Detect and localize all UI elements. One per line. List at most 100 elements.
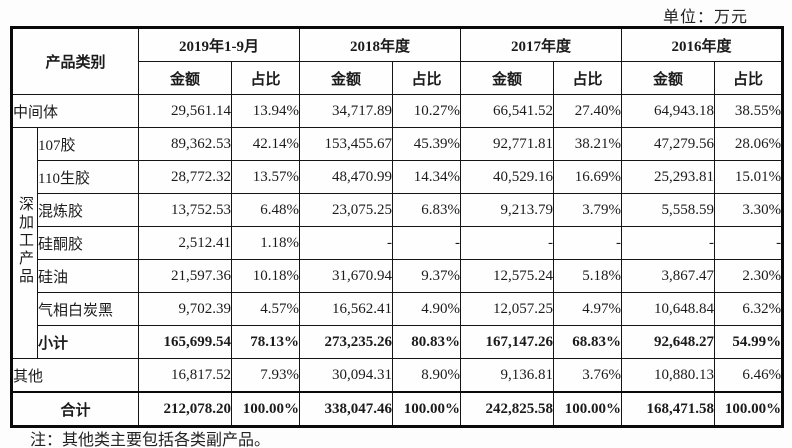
amount-cell: 10,648.84 (621, 292, 716, 326)
table-row: 硅油 21,597.36 10.18% 31,670.94 9.37% 12,575.24… (12, 259, 784, 293)
period-header-row: 产品类别 2019年1-9月 2018年度 2017年度 2016年度 (10, 27, 784, 95)
ratio-cell: 8.90% (392, 358, 462, 393)
ratio-cell: 13.94% (231, 94, 301, 128)
amount-cell: 89,362.53 (138, 127, 233, 161)
ratio-header-cell: 占比 (392, 61, 462, 95)
row-label: 混炼胶 (36, 193, 140, 227)
amount-header-cell: 金额 (138, 61, 233, 95)
row-label: 小计 (36, 325, 140, 359)
table-row: 深加工产品 107胶 89,362.53 42.14% 153,455.67 45.39%… (11, 127, 784, 359)
amount-cell: 2,512.41 (138, 226, 233, 260)
ratio-cell: 5.18% (553, 259, 623, 293)
amount-cell: 10,880.13 (621, 358, 716, 393)
period-header-cell: 2017年度 (460, 27, 623, 62)
row-label: 107胶 (36, 127, 140, 161)
amount-cell: 242,825.58 (460, 391, 555, 427)
group-label-cell: 深加工产品 (11, 127, 38, 359)
amount-cell: 47,279.56 (621, 127, 716, 161)
table-row: 硅酮胶 2,512.41 1.18% - - - - - - (12, 226, 784, 260)
amount-cell: 9,213.79 (460, 193, 555, 227)
amount-cell: 212,078.20 (138, 391, 233, 427)
ratio-cell: 3.79% (553, 193, 623, 227)
amount-cell: 12,575.24 (460, 259, 555, 293)
ratio-cell: 68.83% (553, 325, 623, 359)
amount-cell: 9,702.39 (138, 292, 233, 326)
amount-cell: 3,867.47 (621, 259, 716, 293)
period-header-cell: 2019年1-9月 (138, 27, 301, 62)
amount-cell: 12,057.25 (460, 292, 555, 326)
amount-cell: 5,558.59 (621, 193, 716, 227)
row-label: 硅油 (36, 259, 140, 293)
amount-cell: 40,529.16 (460, 160, 555, 194)
table-body: 中间体 29,561.14 13.94% 34,717.89 10.27% 66,541.… (10, 94, 784, 427)
row-label: 硅酮胶 (36, 226, 140, 260)
amount-cell: 25,293.81 (621, 160, 716, 194)
amount-cell: 34,717.89 (299, 94, 394, 128)
amount-cell: 64,943.18 (621, 94, 716, 128)
amount-cell: 16,817.52 (138, 358, 233, 393)
period-header-cell: 2018年度 (299, 27, 462, 62)
amount-cell: 21,597.36 (138, 259, 233, 293)
row-label: 气相白炭黑 (36, 292, 140, 326)
amount-cell: - (621, 226, 716, 260)
amount-cell: - (460, 226, 555, 260)
amount-cell: 29,561.14 (138, 94, 233, 128)
table-row: 混炼胶 13,752.53 6.48% 23,075.25 6.83% 9,213.79 3… (12, 193, 784, 227)
ratio-cell: 45.39% (392, 127, 462, 161)
ratio-cell: 15.01% (714, 160, 784, 194)
ratio-cell: 42.14% (231, 127, 301, 161)
amount-cell: 31,670.94 (299, 259, 394, 293)
ratio-cell: 6.48% (231, 193, 301, 227)
amount-header-cell: 金额 (460, 61, 555, 95)
ratio-cell: - (714, 226, 784, 260)
row-label: 合计 (10, 391, 140, 427)
period-header-cell: 2016年度 (621, 27, 784, 62)
table-row: 小计 165,699.54 78.13% 273,235.26 80.83% 167,14… (12, 325, 784, 359)
amount-cell: 23,075.25 (299, 193, 394, 227)
ratio-cell: 28.06% (714, 127, 784, 161)
amount-cell: - (299, 226, 394, 260)
ratio-header-cell: 占比 (231, 61, 301, 95)
group-label: 深加工产品 (17, 195, 33, 286)
amount-cell: 92,771.81 (460, 127, 555, 161)
amount-cell: 168,471.58 (621, 391, 716, 427)
ratio-cell: 6.83% (392, 193, 462, 227)
amount-cell: 30,094.31 (299, 358, 394, 393)
ratio-cell: 4.57% (231, 292, 301, 326)
amount-cell: 28,772.32 (138, 160, 233, 194)
amount-cell: 273,235.26 (299, 325, 394, 359)
row-label: 中间体 (10, 94, 140, 128)
ratio-cell: 6.46% (714, 358, 784, 393)
subheader-row: 金额 占比 金额 占比 金额 占比 金额 占比 (12, 61, 784, 95)
ratio-cell: 78.13% (231, 325, 301, 359)
ratio-cell: 14.34% (392, 160, 462, 194)
product-revenue-table: 产品类别 2019年1-9月 2018年度 2017年度 2016年度 金额 占… (10, 26, 785, 428)
ratio-cell: 3.30% (714, 193, 784, 227)
ratio-cell: 100.00% (553, 391, 623, 427)
ratio-cell: 100.00% (231, 391, 301, 427)
row-label: 110生胶 (36, 160, 140, 194)
unit-label: 单位：万元 (662, 9, 748, 26)
table-row: 气相白炭黑 9,702.39 4.57% 16,562.41 4.90% 12,057.2… (12, 292, 784, 326)
ratio-cell: 16.69% (553, 160, 623, 194)
ratio-cell: 4.90% (392, 292, 462, 326)
row-label: 其他 (10, 358, 140, 393)
ratio-cell: 10.27% (392, 94, 462, 128)
footnote: 注：其他类主要包括各类副产品。 (30, 432, 271, 448)
ratio-cell: 9.37% (392, 259, 462, 293)
ratio-cell: 10.18% (231, 259, 301, 293)
table-row: 合计 212,078.20 100.00% 338,047.46 100.00% 242,… (10, 391, 784, 427)
ratio-header-cell: 占比 (553, 61, 623, 95)
amount-header-cell: 金额 (299, 61, 394, 95)
amount-cell: 167,147.26 (460, 325, 555, 359)
ratio-cell: - (553, 226, 623, 260)
amount-cell: 13,752.53 (138, 193, 233, 227)
amount-cell: 66,541.52 (460, 94, 555, 128)
table-header: 产品类别 2019年1-9月 2018年度 2017年度 2016年度 金额 占… (10, 27, 784, 95)
amount-cell: 48,470.99 (299, 160, 394, 194)
ratio-cell: 4.97% (553, 292, 623, 326)
ratio-cell: 6.32% (714, 292, 784, 326)
amount-cell: 16,562.41 (299, 292, 394, 326)
ratio-cell: 38.55% (714, 94, 784, 128)
